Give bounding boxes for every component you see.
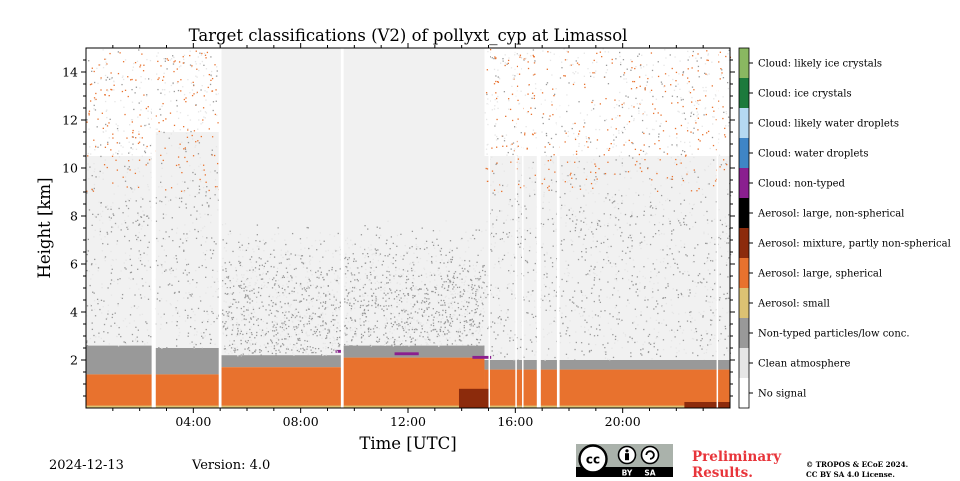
preliminary-line-2: Results.	[692, 465, 781, 481]
cc-icon-text: cc	[586, 453, 600, 467]
y-tick-label: 4	[70, 305, 78, 320]
y-tick-label: 14	[62, 65, 78, 80]
colorbar-label: Cloud: likely water droplets	[758, 119, 899, 130]
heatmap-cell-clean-2	[222, 48, 341, 355]
colorbar-swatch	[739, 288, 749, 318]
colorbar-label: Aerosol: mixture, partly non-spherical	[757, 239, 951, 250]
copyright-note: © TROPOS & ECoE 2024. CC BY SA 4.0 Licen…	[806, 460, 908, 480]
colorbar-swatch	[739, 228, 749, 258]
colorbar-swatch	[739, 198, 749, 228]
y-tick-label: 12	[62, 113, 78, 128]
data-gap-2	[341, 48, 344, 408]
heatmap-cell-nontyped-0	[86, 346, 152, 375]
heatmap-cell-aerosol-1	[154, 374, 218, 408]
copyright-line-2: CC BY SA 4.0 License.	[806, 470, 908, 480]
cloud-event-2	[472, 356, 491, 359]
data-gap-1	[219, 48, 222, 408]
colorbar-label: Cloud: non-typed	[758, 179, 846, 190]
heatmap-cell-aerosol-2	[222, 367, 341, 408]
colorbar-swatch	[739, 48, 749, 78]
preliminary-results-note: Preliminary Results.	[692, 449, 781, 481]
y-tick-label: 10	[62, 161, 78, 176]
data-gap-6	[537, 48, 541, 408]
data-gap-0	[152, 48, 156, 408]
colorbar-label: Clean atmosphere	[758, 359, 851, 370]
y-tick-label: 8	[70, 209, 78, 224]
colorbar-swatch	[739, 378, 749, 408]
y-tick-label: 2	[70, 353, 78, 368]
colorbar-label: Aerosol: small	[757, 299, 830, 310]
heatmap-cell-nontyped-4	[484, 360, 730, 370]
x-tick-label: 20:00	[605, 414, 641, 429]
date-label: 2024-12-13	[49, 458, 124, 473]
colorbar-swatch	[739, 108, 749, 138]
colorbar-swatch	[739, 78, 749, 108]
dust-event-1	[684, 402, 730, 408]
colorbar-label: Aerosol: large, non-spherical	[757, 209, 904, 220]
colorbar-label: Cloud: likely ice crystals	[758, 59, 882, 70]
cloud-event-1	[395, 352, 419, 355]
data-gap-8	[717, 48, 719, 408]
sa-share-alike-icon	[642, 447, 659, 464]
sa-label: SA	[644, 469, 655, 478]
colorbar-label: Cloud: water droplets	[758, 149, 869, 160]
heatmap-cell-clean-1	[154, 132, 218, 348]
heatmap-cell-nontyped-1	[154, 348, 218, 374]
colorbar-label: Non-typed particles/low conc.	[758, 329, 910, 340]
colorbar-label: Aerosol: large, spherical	[757, 269, 882, 280]
colorbar-swatch	[739, 348, 749, 378]
copyright-line-1: © TROPOS & ECoE 2024.	[806, 460, 908, 470]
x-tick-label: 16:00	[497, 414, 533, 429]
preliminary-line-1: Preliminary	[692, 449, 781, 465]
data-gap-3	[489, 48, 491, 408]
colorbar-legend: No signal Clean atmosphere Non-typed parti…	[739, 48, 951, 408]
heatmap-cell-clean-3	[344, 48, 485, 346]
x-tick-label: 12:00	[390, 414, 426, 429]
y-axis-label: Height [km]	[35, 177, 54, 278]
y-tick-label: 6	[70, 257, 78, 272]
colorbar-swatch	[739, 318, 749, 348]
x-axis-label: Time [UTC]	[359, 434, 456, 453]
data-gap-5	[522, 48, 524, 408]
colorbar-swatch	[739, 258, 749, 288]
cc-by-sa-license-badge: cc BY SA	[576, 444, 673, 477]
colorbar-swatch	[739, 138, 749, 168]
data-gap-4	[515, 48, 517, 408]
heatmap-cell-nontyped-3	[344, 346, 485, 358]
version-label: Version: 4.0	[192, 458, 270, 473]
dust-event-0	[459, 389, 489, 408]
heatmap-cell-clean-0	[86, 156, 152, 346]
colorbar-swatch	[739, 168, 749, 198]
x-tick-label: 04:00	[175, 414, 211, 429]
x-tick-label: 08:00	[283, 414, 319, 429]
by-label: BY	[622, 469, 633, 478]
colorbar-label: No signal	[758, 389, 806, 400]
heatmap-cell-aerosol-0	[86, 374, 152, 408]
data-gap-7	[557, 48, 560, 408]
heatmap-cell-nontyped-2	[222, 355, 341, 367]
colorbar-label: Cloud: ice crystals	[758, 89, 852, 100]
plot-area: 04:00 08:00 12:00 16:00 20:00 2 4 6 8 10 12 14	[62, 43, 735, 429]
chart-title: Target classifications (V2) of pollyxt_c…	[189, 26, 628, 45]
